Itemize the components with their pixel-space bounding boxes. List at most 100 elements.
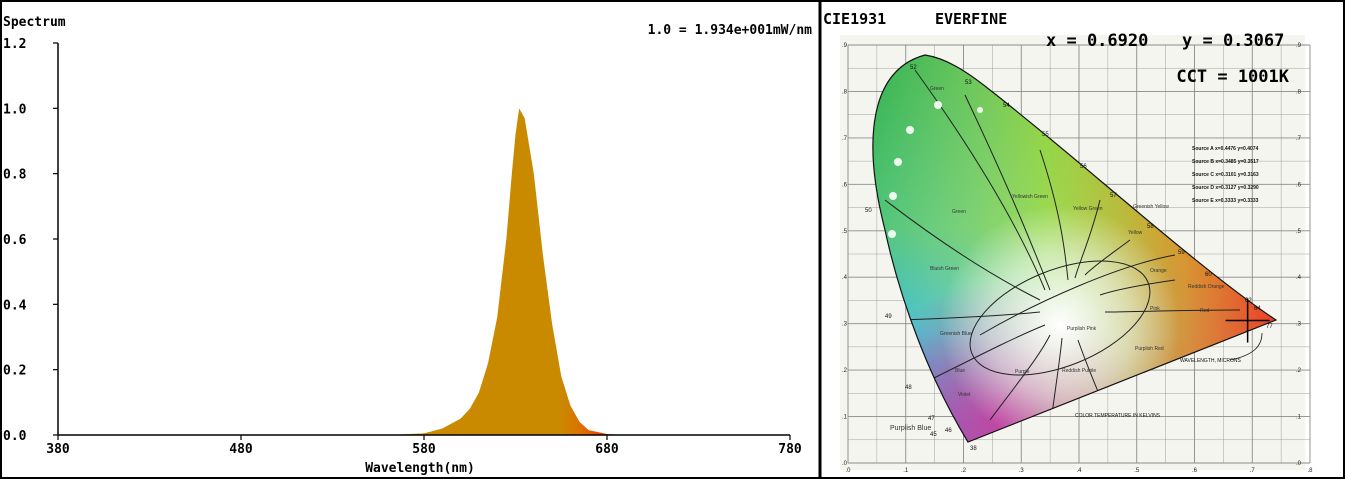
y-tick-label: 0.4 (3, 298, 27, 313)
region-label: Purple (1015, 369, 1030, 375)
wavelength-label: 49 (885, 314, 892, 320)
cie-y-tick-label-right: .6 (1296, 182, 1302, 188)
source-entry: Source A x=0.4476 y=0.4074 (1192, 146, 1259, 152)
cie-x-tick-label: .2 (961, 468, 967, 474)
wavelength-label: 64 (1254, 306, 1261, 312)
cie-y-tick-label: .2 (842, 368, 848, 374)
cie-y-tick-label: .0 (842, 461, 848, 467)
cie-y-tick-label: .3 (842, 322, 848, 328)
wavelength-label: 38 (970, 446, 977, 452)
cie-x-tick-label: .6 (1192, 468, 1198, 474)
source-entry: Source C x=0.3101 y=0.3163 (1192, 172, 1259, 178)
region-label: Greenish Blue (940, 331, 972, 337)
cie-diagram: .0.1.2.3.4.5.6.7.8.0.0.1.1.2.2.3.3.4.4.5… (823, 10, 1313, 474)
y-tick-label: 1.0 (3, 102, 27, 117)
wavelength-label: 53 (965, 80, 972, 86)
region-label: Purplish Red (1135, 346, 1164, 352)
x-tick-label: 680 (595, 442, 619, 457)
wavelength-label: 48 (905, 385, 912, 391)
cie-x-tick-label: .4 (1076, 468, 1082, 474)
cie-readout-x: x = 0.6920 (1046, 31, 1148, 51)
wavelength-label: 60 (1205, 272, 1212, 278)
cie-x-tick-label: .8 (1307, 468, 1313, 474)
region-label: Red (1200, 308, 1209, 314)
region-label: Greenish Yellow (1133, 204, 1169, 210)
wavelength-label: 58 (1147, 224, 1154, 230)
y-tick-label: 0.0 (3, 429, 27, 444)
cie-y-tick-label-right: .2 (1296, 368, 1302, 374)
wavelength-label: 56 (1080, 164, 1087, 170)
cie-title: CIE1931 (823, 10, 886, 28)
cie-y-tick-label-right: .8 (1296, 89, 1302, 95)
cie-source-table: Source A x=0.4476 y=0.4074 Source B x=0.… (1192, 146, 1259, 204)
wavelength-label: 46 (945, 428, 952, 434)
wavelength-label: 54 (1003, 103, 1010, 109)
x-tick-label: 580 (412, 442, 436, 457)
wavelength-label: 45 (930, 432, 937, 438)
wavelength-label: 55 (1042, 132, 1049, 138)
cie-y-tick-label: .6 (842, 182, 848, 188)
region-label: Reddish Purple (1062, 368, 1096, 374)
cie-y-tick-label-right: .7 (1296, 136, 1302, 142)
wavelength-label: 52 (910, 65, 917, 71)
wavelength-label: 77 (1266, 324, 1273, 330)
x-tick-label: 380 (46, 442, 70, 457)
cie-y-tick-label: .4 (842, 275, 848, 281)
region-label: Yellow (1128, 230, 1143, 236)
cie-y-tick-label: .8 (842, 89, 848, 95)
wavelength-label: 59 (1178, 250, 1185, 256)
cie-y-tick-label-right: .1 (1296, 415, 1302, 421)
cie-y-tick-label: .7 (842, 136, 848, 142)
cie-y-tick-label-right: .4 (1296, 275, 1302, 281)
cie-temperature-caption: COLOR TEMPERATURE IN KELVINS (1075, 413, 1161, 419)
spectrum-title: Spectrum (3, 15, 66, 30)
cie-region-lines (884, 69, 1241, 431)
cie-y-tick-label-right: .0 (1296, 461, 1302, 467)
cie-y-tick-label-right: .9 (1296, 43, 1302, 49)
cie-x-tick-label: .3 (1019, 468, 1025, 474)
region-label: Green (930, 86, 944, 92)
y-tick-label: 0.8 (3, 168, 27, 183)
region-label: Bluish Green (930, 266, 959, 272)
x-tick-label: 780 (778, 442, 802, 457)
cie-region-labels: Green Green Yellowish Green Yellow Green… (890, 86, 1225, 432)
source-entry: Source E x=0.3333 y=0.3333 (1192, 198, 1259, 204)
source-entry: Source B x=0.3485 y=0.3517 (1192, 159, 1259, 165)
x-tick-label: 480 (229, 442, 253, 457)
cie-x-tick-label: .0 (845, 468, 851, 474)
spectrum-chart: Spectrum 1.0 = 1.934e+001mW/nm 0.0 0.2 0.4… (3, 15, 812, 476)
spectrum-scale-note: 1.0 = 1.934e+001mW/nm (648, 23, 813, 38)
spectrum-area (387, 108, 626, 435)
wavelength-label: 62 (1245, 298, 1252, 304)
cie-wavelength-labels: 52 53 54 55 56 57 58 59 60 62 64 77 50 4… (865, 65, 1273, 452)
region-label: Orange (1150, 268, 1167, 274)
region-label: Pink (1150, 306, 1160, 312)
wavelength-label: 50 (865, 208, 872, 214)
region-label: Violet (958, 392, 971, 398)
region-label: Green (952, 209, 966, 215)
cie-measured-point (1225, 298, 1270, 343)
source-entry: Source D x=0.3127 y=0.3290 (1192, 185, 1259, 191)
cie-locus-caption-arrow (1229, 332, 1263, 361)
cie-y-tick-label: .9 (842, 43, 848, 49)
cie-y-tick-label-right: .3 (1296, 322, 1302, 328)
wavelength-label: 47 (928, 416, 935, 422)
region-label: Purplish Pink (1067, 326, 1097, 332)
region-label: Yellow Green (1073, 206, 1103, 212)
cie-brand: EVERFINE (935, 10, 1007, 28)
region-label: Yellowish Green (1012, 194, 1048, 200)
cie-y-tick-label: .5 (842, 229, 848, 235)
y-tick-label: 0.2 (3, 364, 26, 379)
y-tick-label: 1.2 (3, 37, 26, 52)
cie-locus-dots (888, 101, 983, 238)
region-label: Reddish Orange (1188, 284, 1225, 290)
cie-x-tick-label: .1 (903, 468, 909, 474)
wavelength-label: 57 (1110, 193, 1117, 199)
spectrum-x-axis-label: Wavelength(nm) (365, 461, 475, 476)
cie-locus-caption: WAVELENGTH, MICRONS (1180, 358, 1242, 364)
region-label: Blue (955, 368, 965, 374)
cie-y-tick-label: .1 (842, 415, 848, 421)
cie-y-tick-label-right: .5 (1296, 229, 1302, 235)
cie-readout-y: y = 0.3067 (1182, 31, 1284, 51)
